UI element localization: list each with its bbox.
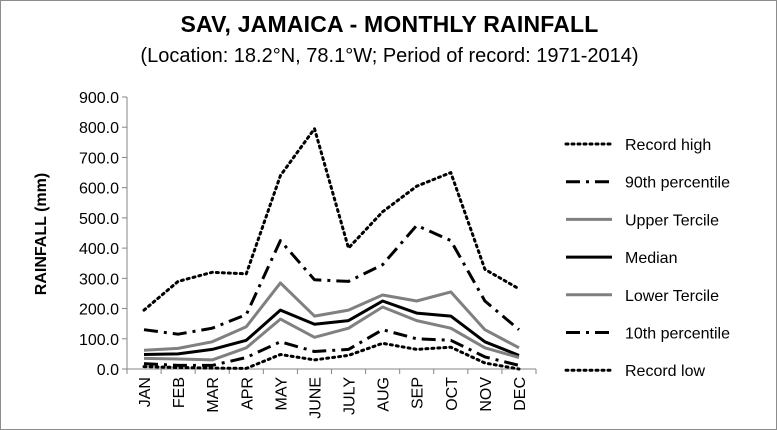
series-line-lower-tercile bbox=[143, 305, 520, 362]
legend: Record high 90th percentile Upper Tercile M… bbox=[564, 137, 730, 380]
legend-label-record-low: Record low bbox=[625, 363, 705, 380]
legend-label-90th-percentile: 90th percentile bbox=[625, 175, 730, 192]
x-tick-label: SEP bbox=[410, 377, 427, 409]
y-tick-label: 0.0 bbox=[97, 362, 119, 379]
legend-label-median: Median bbox=[625, 250, 677, 267]
x-tick-label: AUG bbox=[376, 377, 393, 412]
series-line-90th-percentile bbox=[143, 223, 520, 336]
legend-label-10th-percentile: 10th percentile bbox=[625, 326, 730, 343]
x-tick-label: MAR bbox=[205, 377, 222, 413]
x-tick-label: DEC bbox=[512, 377, 529, 411]
x-tick-label: APR bbox=[239, 377, 256, 410]
legend-label-upper-tercile: Upper Tercile bbox=[625, 212, 719, 229]
y-tick-label: 600.0 bbox=[79, 181, 119, 198]
series-line-record-high bbox=[142, 127, 521, 312]
y-tick-label: 800.0 bbox=[79, 120, 119, 137]
x-tick-label: JAN bbox=[137, 377, 154, 407]
chart-title: SAV, JAMAICA - MONTHLY RAINFALL bbox=[180, 11, 599, 37]
x-tick-label: MAY bbox=[273, 377, 290, 411]
x-tick-label: FEB bbox=[171, 377, 188, 408]
y-tick-label: 700.0 bbox=[79, 150, 119, 167]
y-tick-label: 500.0 bbox=[79, 211, 119, 228]
chart-subtitle: (Location: 18.2°N, 78.1°W; Period of rec… bbox=[140, 45, 639, 67]
x-tick-label: JUNE bbox=[307, 377, 324, 419]
series-line-record-low bbox=[142, 341, 521, 371]
legend-label-record-high: Record high bbox=[625, 137, 711, 154]
series-line-10th-percentile bbox=[143, 328, 520, 367]
series-lines bbox=[142, 127, 521, 371]
x-tick-label: OCT bbox=[444, 377, 461, 411]
y-axis-label: RAINFALL (mm) bbox=[33, 173, 50, 295]
y-tick-label: 100.0 bbox=[79, 332, 119, 349]
x-tick-label: JULY bbox=[342, 377, 359, 415]
x-tick-label: NOV bbox=[478, 377, 495, 412]
y-tick-label: 400.0 bbox=[79, 241, 119, 258]
y-tick-label: 900.0 bbox=[79, 90, 119, 107]
legend-label-lower-tercile: Lower Tercile bbox=[625, 288, 719, 305]
series-line-median bbox=[143, 299, 520, 357]
axes: 0.0 100.0 200.0 300.0 400.0 500.0 600.0 700.0 80… bbox=[79, 90, 537, 419]
series-line-upper-tercile bbox=[143, 281, 520, 352]
y-tick-label: 200.0 bbox=[79, 302, 119, 319]
y-tick-label: 300.0 bbox=[79, 271, 119, 288]
